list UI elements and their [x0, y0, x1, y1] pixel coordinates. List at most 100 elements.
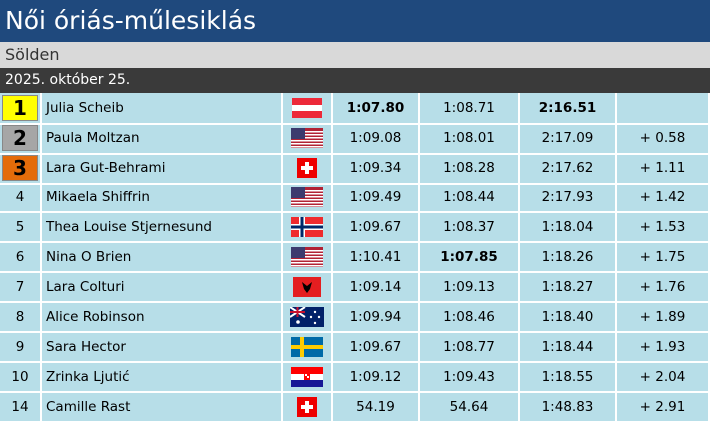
diff-time	[617, 93, 710, 125]
rank: 9	[15, 339, 25, 355]
title: Női óriás-műlesiklás	[0, 0, 710, 42]
result-row: 4 Mikaela Shiffrin 1:09.49 1:08.44 2:17.93 + …	[0, 183, 710, 213]
flag-cell	[283, 183, 333, 213]
run2-time: 1:08.71	[420, 93, 520, 125]
athlete-name: Zrinka Ljutić	[42, 363, 283, 393]
rank-cell: 2	[0, 123, 42, 155]
rank-cell: 4	[0, 183, 42, 213]
run1-time: 1:09.14	[333, 273, 420, 303]
rank-cell: 8	[0, 303, 42, 333]
total-time: 1:18.26	[520, 243, 617, 273]
results-table: 1 Julia Scheib 1:07.80 1:08.71 2:16.51 2 Paula…	[0, 93, 710, 423]
result-row: 10 Zrinka Ljutić 1:09.12 1:09.43 1:18.55 + 2.…	[0, 363, 710, 393]
run1-time: 1:09.67	[333, 213, 420, 243]
flag-cell	[283, 123, 333, 155]
athlete-name: Alice Robinson	[42, 303, 283, 333]
rank: 5	[15, 219, 25, 235]
run2-time: 1:09.43	[420, 363, 520, 393]
run1-time: 1:09.12	[333, 363, 420, 393]
diff-time: + 1.89	[617, 303, 710, 333]
rank-cell: 9	[0, 333, 42, 363]
run2-time: 1:07.85	[420, 243, 520, 273]
total-time: 1:48.83	[520, 393, 617, 423]
result-row: 6 Nina O Brien 1:10.41 1:07.85 1:18.26 + 1.75	[0, 243, 710, 273]
result-row: 3 Lara Gut-Behrami 1:09.34 1:08.28 2:17.62 + …	[0, 153, 710, 185]
result-row: 2 Paula Moltzan 1:09.08 1:08.01 2:17.09 + 0.5…	[0, 123, 710, 155]
diff-time: + 1.76	[617, 273, 710, 303]
flag-icon	[291, 128, 323, 148]
diff-time: + 0.58	[617, 123, 710, 155]
athlete-name: Camille Rast	[42, 393, 283, 423]
run1-time: 1:10.41	[333, 243, 420, 273]
athlete-name: Lara Colturi	[42, 273, 283, 303]
flag-icon	[291, 367, 323, 387]
run2-time: 1:08.44	[420, 183, 520, 213]
diff-time: + 1.11	[617, 153, 710, 185]
run2-time: 1:08.28	[420, 153, 520, 185]
flag-icon	[291, 337, 323, 357]
total-time: 1:18.44	[520, 333, 617, 363]
total-time: 1:18.55	[520, 363, 617, 393]
run2-time: 1:08.77	[420, 333, 520, 363]
total-time: 1:18.27	[520, 273, 617, 303]
flag-icon	[292, 98, 322, 118]
flag-cell	[283, 93, 333, 125]
rank: 2	[2, 125, 38, 151]
total-time: 1:18.40	[520, 303, 617, 333]
diff-time: + 1.42	[617, 183, 710, 213]
athlete-name: Julia Scheib	[42, 93, 283, 125]
rank-cell: 1	[0, 93, 42, 125]
rank: 4	[15, 189, 25, 205]
run1-time: 1:09.34	[333, 153, 420, 185]
flag-icon	[293, 277, 321, 297]
date: 2025. október 25.	[0, 68, 710, 93]
diff-time: + 1.53	[617, 213, 710, 243]
run1-time: 1:09.49	[333, 183, 420, 213]
total-time: 2:17.62	[520, 153, 617, 185]
total-time: 2:16.51	[520, 93, 617, 125]
flag-cell	[283, 213, 333, 243]
rank: 8	[15, 309, 25, 325]
athlete-name: Sara Hector	[42, 333, 283, 363]
result-row: 8 Alice Robinson 1:09.94 1:08.46 1:18.40 + 1.…	[0, 303, 710, 333]
total-time: 1:18.04	[520, 213, 617, 243]
flag-icon	[291, 247, 323, 267]
flag-icon	[290, 307, 324, 327]
flag-icon	[291, 217, 323, 237]
run2-time: 1:08.46	[420, 303, 520, 333]
flag-cell	[283, 303, 333, 333]
rank-cell: 14	[0, 393, 42, 423]
flag-cell	[283, 363, 333, 393]
diff-time: + 1.75	[617, 243, 710, 273]
total-time: 2:17.09	[520, 123, 617, 155]
run1-time: 1:09.67	[333, 333, 420, 363]
run1-time: 1:09.08	[333, 123, 420, 155]
diff-time: + 2.91	[617, 393, 710, 423]
flag-cell	[283, 153, 333, 185]
rank-cell: 10	[0, 363, 42, 393]
athlete-name: Lara Gut-Behrami	[42, 153, 283, 185]
flag-cell	[283, 333, 333, 363]
run2-time: 1:08.01	[420, 123, 520, 155]
flag-cell	[283, 243, 333, 273]
athlete-name: Nina O Brien	[42, 243, 283, 273]
rank-cell: 7	[0, 273, 42, 303]
rank-cell: 3	[0, 153, 42, 185]
rank: 3	[2, 155, 38, 181]
diff-time: + 1.93	[617, 333, 710, 363]
flag-icon	[291, 187, 323, 207]
rank: 7	[15, 279, 25, 295]
flag-icon	[297, 158, 317, 178]
rank: 1	[2, 95, 38, 121]
rank-cell: 5	[0, 213, 42, 243]
result-row: 9 Sara Hector 1:09.67 1:08.77 1:18.44 + 1.93	[0, 333, 710, 363]
flag-cell	[283, 273, 333, 303]
flag-icon	[297, 397, 317, 417]
result-row: 1 Julia Scheib 1:07.80 1:08.71 2:16.51	[0, 93, 710, 125]
rank: 6	[15, 249, 25, 265]
result-row: 5 Thea Louise Stjernesund 1:09.67 1:08.37 1:…	[0, 213, 710, 243]
athlete-name: Thea Louise Stjernesund	[42, 213, 283, 243]
athlete-name: Mikaela Shiffrin	[42, 183, 283, 213]
run1-time: 54.19	[333, 393, 420, 423]
